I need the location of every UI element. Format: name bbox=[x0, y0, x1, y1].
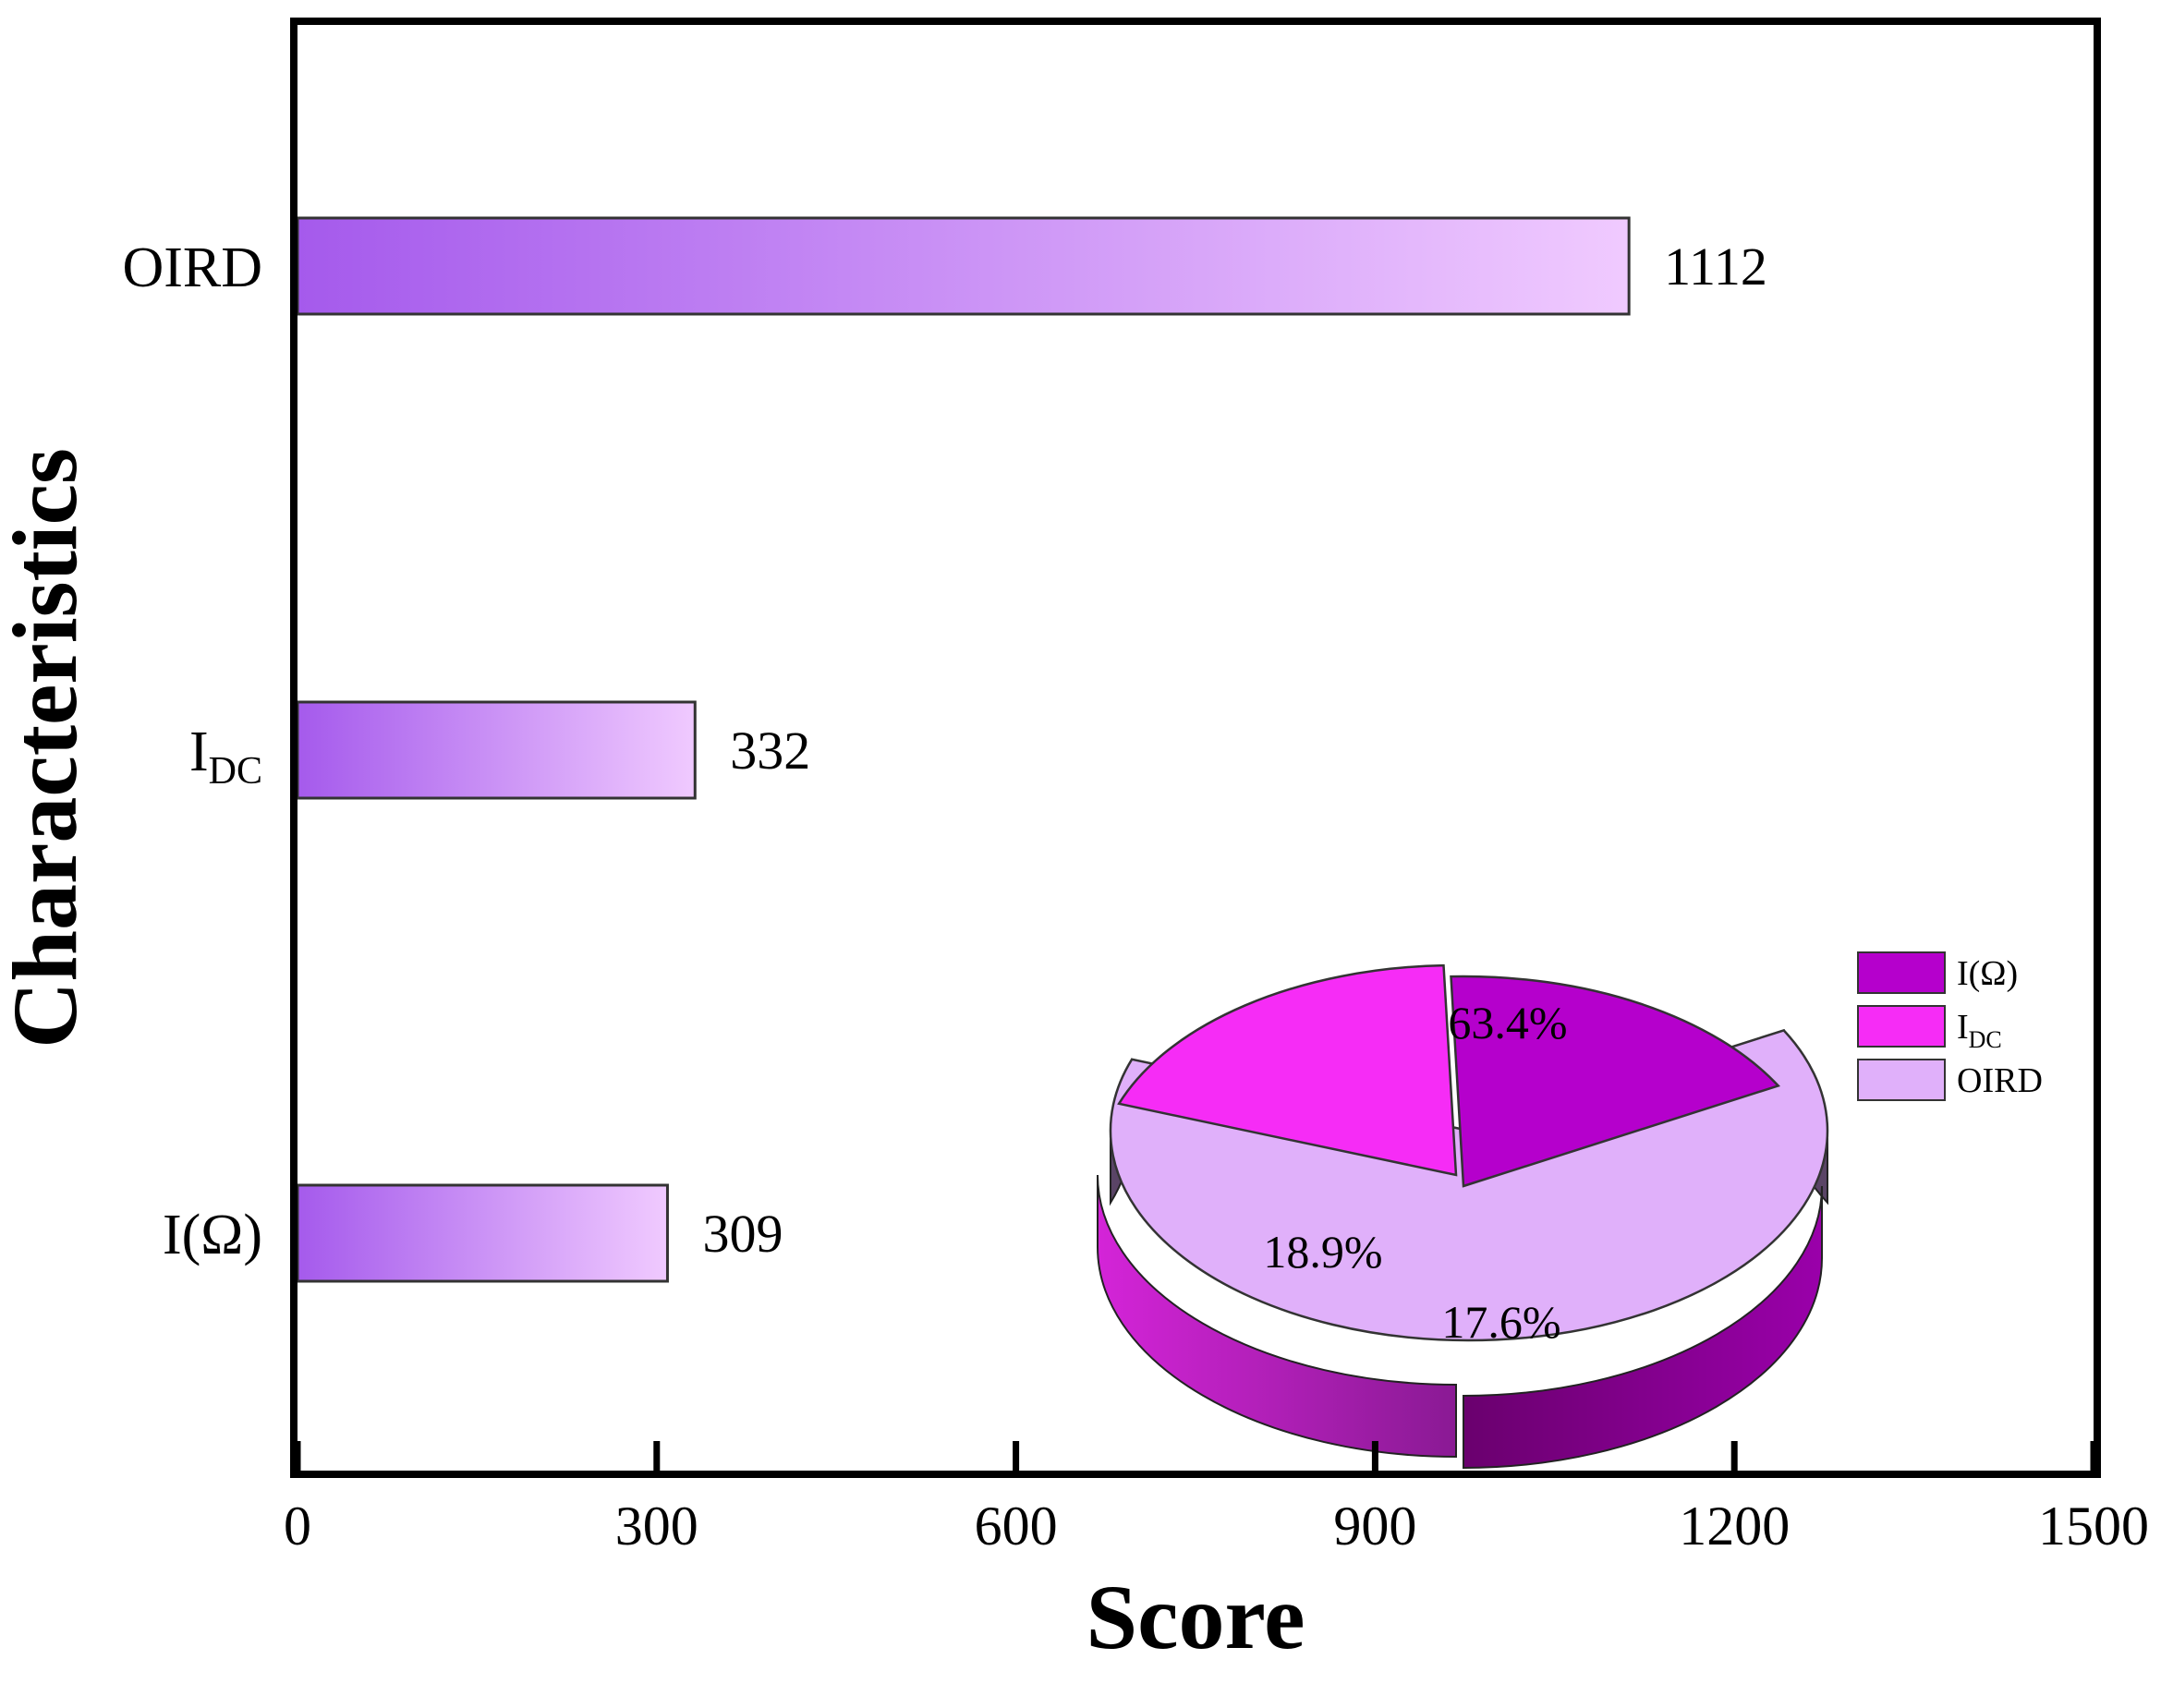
bar-value-label-1: 332 bbox=[730, 721, 810, 781]
x-tick-label-1: 300 bbox=[615, 1496, 698, 1557]
y-axis-title: Characteristics bbox=[0, 448, 96, 1048]
y-category-label-2: OIRD bbox=[122, 236, 262, 299]
x-tick-label-0: 0 bbox=[284, 1496, 311, 1557]
pie-slice-group-idc bbox=[1097, 963, 1458, 1459]
pie-slice-group-iomega bbox=[1450, 975, 1823, 1470]
pie-side-iomega bbox=[1463, 1185, 1823, 1470]
y-category-label-0: I(Ω) bbox=[163, 1204, 262, 1266]
pie-slice-idc bbox=[1117, 963, 1458, 1177]
y-axis: I(Ω) IDC OIRD bbox=[122, 236, 262, 1266]
x-tick-label-2: 600 bbox=[975, 1496, 1058, 1557]
x-tick-label-3: 900 bbox=[1333, 1496, 1416, 1557]
x-tick-label-5: 1500 bbox=[2038, 1496, 2149, 1557]
pie-percent-label-2: 63.4% bbox=[1448, 997, 1567, 1048]
legend-label-2: OIRD bbox=[1957, 1061, 2043, 1100]
pie-slice-iomega bbox=[1450, 975, 1780, 1188]
pie-side-idc bbox=[1097, 1174, 1457, 1459]
bar-value-label-0: 309 bbox=[702, 1204, 783, 1264]
y-category-label-1: IDC bbox=[189, 721, 262, 793]
pie-chart: 17.6% 18.9% 63.4% bbox=[1097, 963, 1829, 1470]
x-axis-title: Score bbox=[1087, 1566, 1305, 1668]
bar-value-label-2: 1112 bbox=[1664, 236, 1767, 297]
legend-swatch-0 bbox=[1857, 951, 1946, 994]
x-tick-label-4: 1200 bbox=[1679, 1496, 1790, 1557]
legend-swatch-2 bbox=[1857, 1059, 1946, 1101]
plot-frame bbox=[290, 18, 2101, 1478]
pie-percent-label-1: 18.9% bbox=[1263, 1226, 1382, 1278]
bar-chart: 309 332 1112 bbox=[296, 216, 1767, 1283]
legend-swatch-1 bbox=[1857, 1005, 1946, 1048]
legend-label-1: IDC bbox=[1957, 1008, 2002, 1053]
bar-1 bbox=[296, 700, 697, 800]
x-axis: 0 300 600 900 1200 1500 bbox=[284, 1441, 2149, 1557]
legend-label-0: I(Ω) bbox=[1957, 954, 2018, 993]
bar-0 bbox=[296, 1183, 669, 1283]
bar-2 bbox=[296, 216, 1631, 316]
pie-legend: I(Ω) IDC OIRD bbox=[1857, 951, 2043, 1101]
pie-percent-label-0: 17.6% bbox=[1441, 1296, 1560, 1348]
